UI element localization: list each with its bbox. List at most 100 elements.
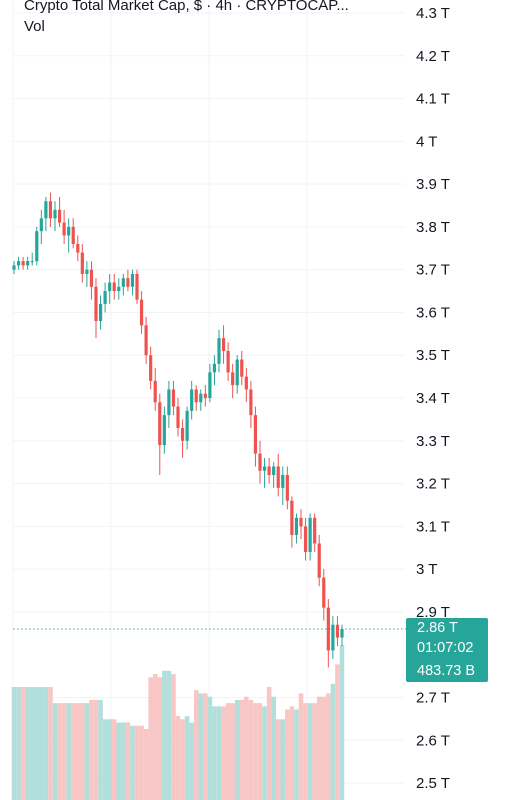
candle-body	[35, 231, 39, 262]
volume-bar	[239, 699, 245, 800]
candle-body	[221, 338, 226, 351]
volume-bar	[121, 722, 126, 800]
volume-bar	[166, 670, 172, 800]
candle-body	[94, 286, 98, 322]
y-tick-label: 3.3 T	[416, 433, 450, 450]
candle-body	[285, 475, 289, 501]
candle-body	[190, 389, 194, 411]
candle-body	[162, 415, 166, 446]
candle-body	[126, 278, 130, 287]
volume-bar	[16, 686, 21, 800]
candle-body	[322, 577, 326, 608]
candle-body	[276, 466, 280, 488]
y-tick-label: 2.9 T	[416, 604, 450, 621]
candle-body	[262, 466, 267, 471]
volume-bar	[280, 719, 286, 800]
y-tick-label: 3 T	[416, 561, 437, 578]
last-volume-tag: 483.73 B	[406, 660, 488, 682]
volume-bar	[212, 706, 217, 800]
volume-bar	[294, 709, 299, 800]
candle-body	[281, 475, 285, 488]
candle-body	[326, 607, 330, 651]
candlestick-series	[12, 192, 344, 668]
volume-bar	[48, 686, 53, 800]
candle-body	[76, 244, 80, 253]
candle-body	[98, 303, 103, 322]
candle-body	[144, 325, 148, 356]
candle-body	[176, 406, 180, 428]
volume-bar	[312, 703, 317, 800]
volume-bar	[130, 725, 135, 800]
candle-body	[117, 286, 121, 292]
candle-body	[199, 393, 203, 403]
volume-bar	[193, 690, 199, 800]
candle-body	[203, 393, 207, 399]
bar-countdown: 01:07:02	[417, 640, 474, 656]
candle-body	[53, 209, 57, 219]
candle-body	[212, 363, 217, 373]
volume-bar	[171, 674, 176, 800]
volume-legend-label[interactable]: Vol	[24, 18, 45, 35]
y-tick-label: 3.5 T	[416, 347, 450, 364]
volume-bar	[102, 719, 108, 800]
candle-body	[244, 376, 248, 390]
volume-bar	[29, 686, 35, 800]
volume-bar	[326, 693, 331, 800]
volume-bar	[330, 683, 336, 800]
candle-body	[26, 261, 30, 266]
candle-body	[240, 359, 244, 377]
volume-bar	[20, 686, 26, 800]
y-tick-label: 4.2 T	[416, 48, 450, 65]
y-tick-label: 2.5 T	[416, 775, 450, 792]
last-price-value: 2.86 T	[417, 620, 458, 636]
candle-body	[253, 415, 258, 454]
volume-bar	[180, 719, 185, 800]
candle-body	[89, 269, 94, 287]
volume-bar	[57, 703, 62, 800]
candle-body	[21, 261, 25, 266]
candle-body	[308, 517, 312, 553]
volume-bar	[143, 728, 149, 800]
candle-body	[167, 389, 171, 416]
chart-title[interactable]: Crypto Total Market Cap, $ · 4h · CRYPTO…	[24, 0, 349, 14]
candle-body	[108, 282, 112, 292]
candle-body	[44, 201, 48, 219]
price-axis: 4.3 T 4.2 T 4.1 T 4 T 3.9 T 3.8 T 3.7 T 3.6 T 3.…	[416, 5, 450, 792]
volume-bar	[39, 686, 44, 800]
volume-bar	[221, 706, 226, 800]
candle-body	[121, 278, 125, 287]
volume-bar	[266, 686, 272, 800]
volume-bar	[275, 719, 281, 800]
candle-body	[331, 624, 335, 651]
volume-bar	[175, 716, 181, 800]
volume-bar	[289, 706, 295, 800]
volume-bar	[230, 703, 235, 800]
volume-bar	[257, 703, 263, 800]
volume-bar	[11, 686, 17, 800]
candle-body	[185, 410, 189, 441]
candle-body	[194, 389, 198, 403]
y-tick-label: 3.7 T	[416, 262, 450, 279]
candle-body	[57, 209, 62, 223]
y-tick-label: 3.9 T	[416, 176, 450, 193]
volume-bar	[189, 722, 194, 800]
volume-bar	[321, 696, 327, 800]
volume-bar	[234, 699, 240, 800]
candle-body	[335, 624, 340, 638]
volume-bar	[61, 703, 67, 800]
candle-body	[39, 218, 43, 232]
candle-body	[158, 402, 162, 446]
volume-bar	[339, 645, 345, 800]
volume-bar	[162, 670, 167, 800]
volume-bar	[148, 677, 153, 800]
candle-body	[103, 291, 107, 304]
candle-body	[80, 252, 84, 274]
y-tick-label: 4.3 T	[416, 5, 450, 22]
volume-bar	[111, 719, 117, 800]
chart-grid	[12, 0, 404, 800]
candle-body	[267, 466, 271, 476]
y-tick-label: 4.1 T	[416, 91, 450, 108]
candle-body	[67, 226, 71, 236]
volume-bar	[139, 725, 144, 800]
